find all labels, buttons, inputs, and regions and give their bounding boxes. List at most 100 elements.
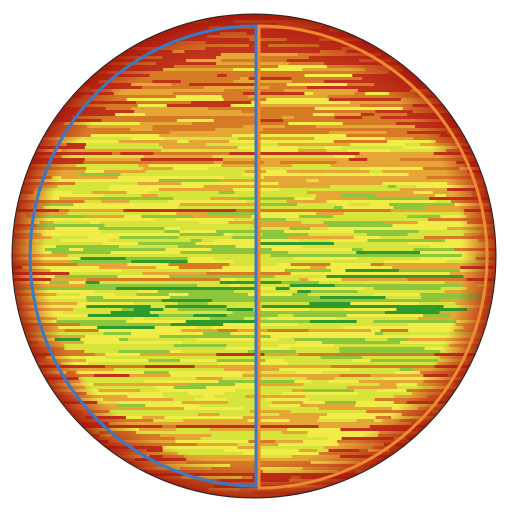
- yield-cell: [10, 437, 53, 440]
- yield-cell: [468, 125, 508, 128]
- yield-cell: [469, 86, 508, 89]
- yield-cell: [499, 56, 508, 59]
- yield-cell: [10, 497, 88, 500]
- yield-cell: [96, 491, 154, 494]
- yield-cell: [10, 92, 47, 95]
- yield-cell: [10, 467, 27, 470]
- yield-cell: [385, 8, 449, 11]
- yield-cell: [430, 20, 469, 23]
- yield-cell: [395, 485, 425, 488]
- yield-cell: [453, 92, 508, 95]
- yield-cell: [460, 110, 508, 113]
- yield-cell: [481, 482, 508, 485]
- yield-cell: [57, 71, 88, 74]
- yield-cell: [450, 98, 500, 101]
- yield-cell: [10, 95, 46, 98]
- yield-cell: [490, 35, 508, 38]
- yield-cell: [493, 359, 508, 362]
- yield-cell: [58, 29, 82, 32]
- yield-cell: [10, 77, 38, 80]
- yield-cell: [41, 458, 76, 461]
- yield-cell: [61, 446, 87, 449]
- yield-cell: [242, 8, 308, 11]
- yield-cell: [87, 497, 154, 500]
- yield-cell: [113, 17, 156, 20]
- yield-cell: [340, 8, 362, 11]
- yield-cell: [467, 68, 497, 71]
- yield-cell: [487, 176, 508, 179]
- yield-cell: [76, 458, 110, 461]
- yield-cell: [478, 113, 508, 116]
- yield-cell: [363, 479, 374, 482]
- yield-cell: [472, 491, 508, 494]
- yield-cell: [10, 404, 51, 407]
- yield-cell: [418, 491, 472, 494]
- yield-cell: [48, 422, 61, 425]
- yield-cell: [469, 50, 497, 53]
- yield-cell: [489, 170, 508, 173]
- yield-cell: [10, 107, 51, 110]
- yield-cell: [336, 14, 345, 17]
- yield-cell: [115, 23, 169, 26]
- yield-cell: [10, 158, 23, 161]
- yield-cell: [448, 413, 508, 416]
- yield-cell: [481, 17, 503, 20]
- yield-cell: [422, 50, 449, 53]
- yield-cell: [72, 476, 118, 479]
- yield-cell: [10, 89, 35, 92]
- yield-cell: [62, 428, 83, 431]
- yield-cell: [357, 32, 368, 35]
- yield-cell: [56, 26, 114, 29]
- yield-cell: [441, 74, 494, 77]
- yield-cell: [10, 104, 53, 107]
- yield-cell: [10, 422, 49, 425]
- yield-cell: [416, 41, 471, 44]
- yield-cell: [494, 440, 508, 443]
- yield-cell: [491, 179, 508, 182]
- yield-cell: [499, 23, 508, 26]
- yield-cell: [434, 89, 508, 92]
- yield-cell: [437, 14, 505, 17]
- yield-cell: [183, 500, 217, 503]
- yield-cell: [172, 8, 242, 11]
- yield-cell: [360, 485, 369, 488]
- yield-cell: [484, 59, 508, 62]
- yield-cell: [27, 500, 39, 503]
- yield-cell: [423, 35, 468, 38]
- yield-cell: [83, 488, 125, 491]
- yield-cell: [493, 62, 508, 65]
- yield-cell: [319, 500, 339, 503]
- yield-cell: [10, 38, 37, 41]
- yield-cell: [426, 449, 500, 452]
- yield-cell: [10, 41, 58, 44]
- yield-cell: [500, 320, 508, 323]
- yield-cell: [399, 26, 457, 29]
- yield-cell: [404, 452, 429, 455]
- yield-cell: [472, 32, 508, 35]
- yield-cell: [449, 8, 508, 11]
- yield-cell: [10, 494, 82, 497]
- yield-cell: [346, 479, 363, 482]
- yield-cell: [123, 14, 138, 17]
- yield-cell: [20, 17, 60, 20]
- yield-cell: [435, 431, 505, 434]
- yield-cell: [353, 497, 420, 500]
- yield-cell: [37, 38, 106, 41]
- yield-cell: [10, 368, 41, 371]
- yield-cell: [488, 488, 508, 491]
- yield-cell: [493, 155, 508, 158]
- yield-cell: [81, 494, 103, 497]
- page: (() => { const g = document.getElementBy…: [0, 0, 508, 515]
- yield-cell: [476, 95, 508, 98]
- yield-cell: [461, 422, 501, 425]
- yield-cell: [492, 386, 508, 389]
- yield-cell: [60, 65, 100, 68]
- yield-cell: [468, 35, 491, 38]
- yield-cell: [439, 494, 508, 497]
- yield-cell: [69, 467, 109, 470]
- yield-cell: [10, 17, 20, 20]
- yield-cell: [10, 131, 34, 134]
- yield-cell: [471, 446, 507, 449]
- yield-cell: [364, 35, 424, 38]
- yield-cell: [428, 488, 489, 491]
